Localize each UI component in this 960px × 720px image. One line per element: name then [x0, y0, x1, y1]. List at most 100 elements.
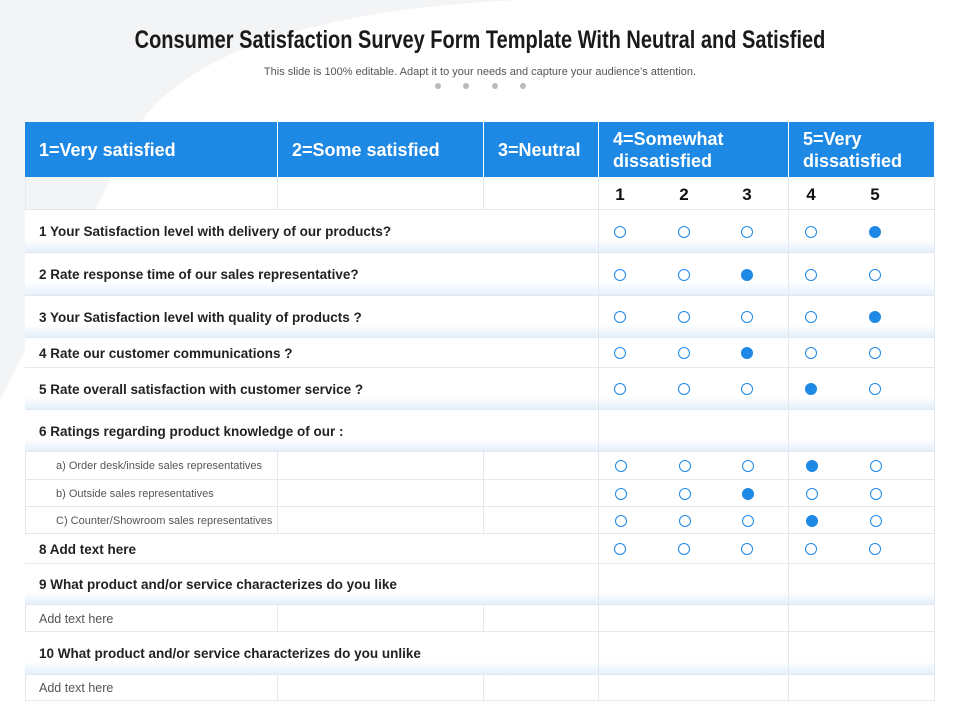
- radio-option: [805, 543, 817, 555]
- question-label: 10 What product and/or service character…: [39, 646, 421, 661]
- table-cell: [25, 410, 599, 452]
- decor-dot: [492, 83, 498, 89]
- table-cell: [599, 452, 789, 480]
- radio-option: [678, 268, 690, 281]
- table-cell: [599, 338, 789, 368]
- question-label: 2 Rate response time of our sales repres…: [39, 267, 359, 282]
- radio-option: [679, 514, 691, 527]
- radio-option: [678, 347, 690, 359]
- question-label: 3 Your Satisfaction level with quality o…: [39, 309, 362, 325]
- table-cell: [484, 605, 599, 632]
- radio-option: [870, 487, 882, 500]
- column-header: 3=Neutral: [484, 122, 599, 177]
- question-label: 5 Rate overall satisfaction with custome…: [39, 381, 364, 397]
- table-cell: [789, 605, 935, 632]
- table-cell: [599, 253, 789, 296]
- radio-option: [742, 514, 754, 527]
- radio-selected: [805, 383, 817, 395]
- table-cell: [599, 210, 789, 253]
- table-cell: [25, 480, 278, 507]
- radio-option: [614, 543, 626, 555]
- radio-option: [615, 514, 627, 527]
- table-cell: [278, 507, 484, 534]
- table-cell: [25, 177, 278, 210]
- table-cell: [25, 368, 599, 410]
- table-cell: [599, 507, 789, 534]
- radio-option: [805, 268, 817, 281]
- table-cell: [599, 675, 789, 701]
- radio-option: [679, 460, 691, 472]
- table-cell: [599, 480, 789, 507]
- radio-option: [678, 225, 690, 238]
- radio-option: [615, 487, 627, 500]
- radio-option: [678, 383, 690, 395]
- question-label: a) Order desk/inside sales representativ…: [56, 460, 263, 472]
- question-label: 1 Your Satisfaction level with delivery …: [39, 224, 392, 239]
- radio-option: [614, 268, 626, 281]
- radio-option: [742, 460, 754, 472]
- table-cell: [484, 177, 599, 210]
- radio-selected: [741, 347, 753, 359]
- radio-option: [614, 347, 626, 359]
- table-cell: [25, 452, 278, 480]
- table-cell: [25, 605, 278, 632]
- radio-option: [870, 460, 882, 472]
- radio-option: [805, 225, 817, 238]
- radio-selected: [869, 225, 881, 238]
- table-cell: [25, 632, 599, 675]
- table-cell: [278, 177, 484, 210]
- question-label: 6 Ratings regarding product knowledge of…: [39, 423, 344, 439]
- table-cell: [484, 675, 599, 701]
- table-cell: [599, 534, 789, 564]
- table-cell: [599, 605, 789, 632]
- question-label: 8 Add text here: [39, 541, 137, 557]
- radio-option: [614, 383, 626, 395]
- table-cell: [25, 338, 599, 368]
- table-cell: [278, 605, 484, 632]
- radio-selected: [741, 268, 753, 281]
- radio-option: [870, 514, 882, 527]
- table-cell: [599, 564, 789, 605]
- table-cell: [25, 210, 599, 253]
- question-label: Add text here: [39, 611, 114, 626]
- table-cell: [789, 410, 935, 452]
- rating-scale-label: 2: [679, 185, 689, 204]
- radio-option: [805, 311, 817, 323]
- radio-option: [805, 347, 817, 359]
- radio-option: [614, 225, 626, 238]
- radio-selected: [742, 487, 754, 500]
- decor-dot: [520, 83, 526, 89]
- rating-scale-label: 3: [742, 185, 752, 204]
- table-cell: [25, 534, 599, 564]
- radio-option: [806, 487, 818, 500]
- radio-option: [869, 268, 881, 281]
- table-cell: [789, 177, 935, 210]
- decor-dot: [463, 83, 469, 89]
- question-label: C) Counter/Showroom sales representative…: [56, 514, 273, 527]
- table-cell: [25, 507, 278, 534]
- radio-option: [679, 487, 691, 500]
- radio-option: [678, 311, 690, 323]
- radio-selected: [869, 311, 881, 323]
- radio-option: [741, 543, 753, 555]
- rating-scale-label: 4: [806, 185, 816, 204]
- radio-option: [741, 383, 753, 395]
- radio-selected: [806, 460, 818, 472]
- radio-option: [869, 543, 881, 555]
- table-cell: [278, 480, 484, 507]
- column-header: 4=Somewhat dissatisfied: [599, 122, 789, 177]
- question-label: b) Outside sales representatives: [56, 487, 214, 500]
- table-cell: [25, 564, 599, 605]
- table-cell: [599, 368, 789, 410]
- column-header: 1=Very satisfied: [25, 122, 278, 177]
- table-cell: [789, 675, 935, 701]
- table-cell: [599, 632, 789, 675]
- radio-option: [741, 311, 753, 323]
- table-cell: [599, 410, 789, 452]
- radio-option: [614, 311, 626, 323]
- radio-selected: [806, 514, 818, 527]
- column-header: 5=Very dissatisfied: [789, 122, 935, 177]
